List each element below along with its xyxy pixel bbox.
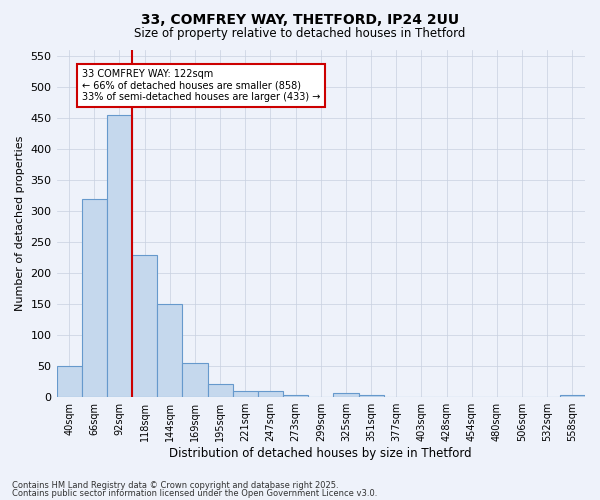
Bar xyxy=(157,304,182,397)
Text: Contains public sector information licensed under the Open Government Licence v3: Contains public sector information licen… xyxy=(12,489,377,498)
Text: Size of property relative to detached houses in Thetford: Size of property relative to detached ho… xyxy=(134,28,466,40)
Text: 33, COMFREY WAY, THETFORD, IP24 2UU: 33, COMFREY WAY, THETFORD, IP24 2UU xyxy=(141,12,459,26)
Bar xyxy=(132,254,157,397)
Bar xyxy=(560,396,585,397)
Bar xyxy=(334,393,359,397)
Y-axis label: Number of detached properties: Number of detached properties xyxy=(15,136,25,312)
Bar xyxy=(208,384,233,397)
Bar xyxy=(182,363,208,397)
Text: Contains HM Land Registry data © Crown copyright and database right 2025.: Contains HM Land Registry data © Crown c… xyxy=(12,480,338,490)
Bar xyxy=(82,199,107,397)
Bar xyxy=(359,396,383,397)
Bar xyxy=(258,391,283,397)
X-axis label: Distribution of detached houses by size in Thetford: Distribution of detached houses by size … xyxy=(169,447,472,460)
Bar xyxy=(107,115,132,397)
Text: 33 COMFREY WAY: 122sqm
← 66% of detached houses are smaller (858)
33% of semi-de: 33 COMFREY WAY: 122sqm ← 66% of detached… xyxy=(82,68,320,102)
Bar xyxy=(56,366,82,397)
Bar xyxy=(283,396,308,397)
Bar xyxy=(233,391,258,397)
